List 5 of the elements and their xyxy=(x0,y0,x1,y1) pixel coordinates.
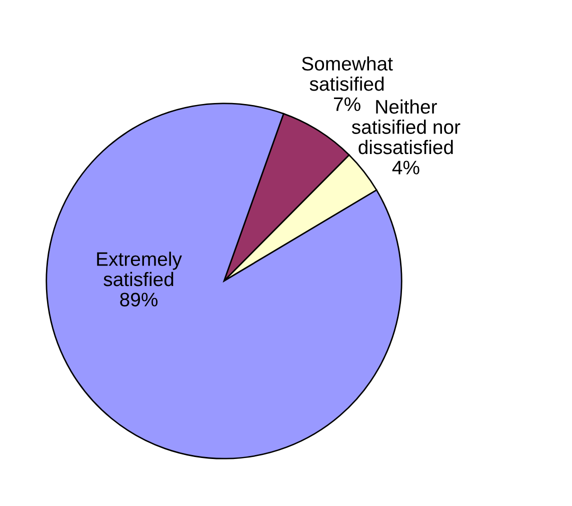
slice-label: Somewhat satisified xyxy=(302,56,393,91)
data-label: 89% xyxy=(120,292,158,306)
data-label: 7% xyxy=(334,97,360,112)
slice-label: Extremely satisfied xyxy=(97,252,182,286)
data-label: 4% xyxy=(392,160,420,174)
